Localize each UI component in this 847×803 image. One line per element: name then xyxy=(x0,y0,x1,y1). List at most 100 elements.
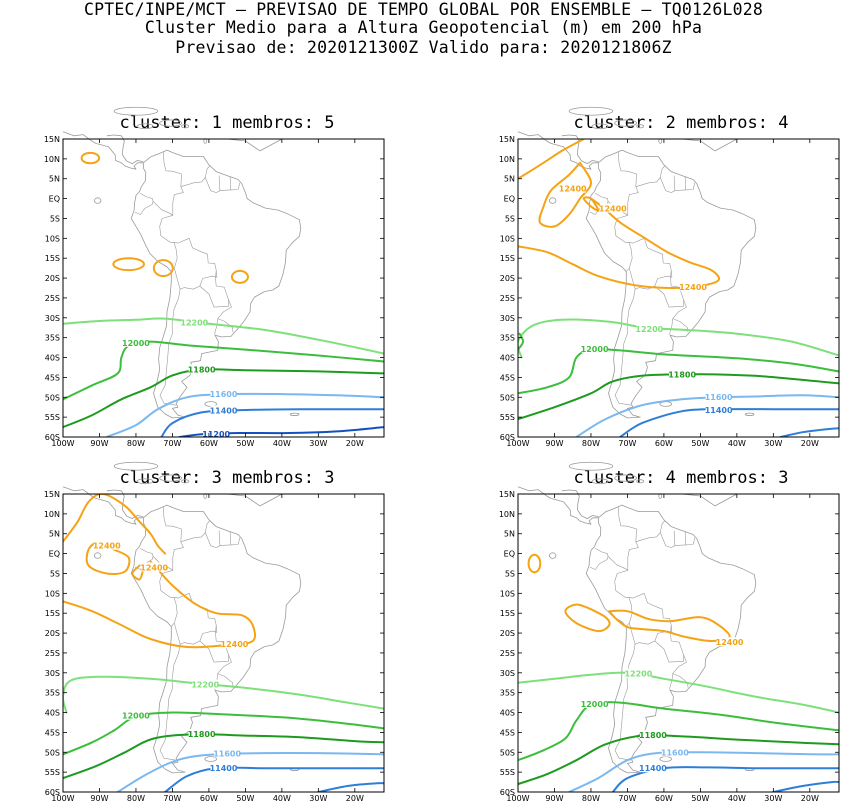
contour-label-bg xyxy=(192,679,219,689)
contour-12400 xyxy=(538,161,593,228)
contour-label-11600: 11600 xyxy=(661,749,689,758)
country-border xyxy=(229,531,232,545)
contour-label-12200: 12200 xyxy=(180,319,208,328)
island xyxy=(181,479,190,484)
contour-11200 xyxy=(178,426,384,437)
contour-label-12000: 12000 xyxy=(122,712,150,721)
country-border xyxy=(618,151,639,216)
lat-tick-label: 30S xyxy=(45,669,60,678)
lat-tick-label: 50S xyxy=(500,748,515,757)
lat-tick-label: 20S xyxy=(500,629,515,638)
contour-12400-closed xyxy=(112,257,145,272)
contour-12000 xyxy=(518,332,525,351)
island xyxy=(636,479,645,484)
map-frame xyxy=(517,138,840,438)
contour-11600 xyxy=(105,392,384,437)
contour-label-11200: 11200 xyxy=(202,430,230,439)
contour-12400 xyxy=(131,564,145,581)
country-border xyxy=(199,270,229,308)
lat-tick-label: 50S xyxy=(500,393,515,402)
country-border xyxy=(673,530,676,546)
contour-12400 xyxy=(582,196,600,212)
island xyxy=(113,106,159,116)
lon-tick-label: 20W xyxy=(801,439,819,448)
lat-tick-label: 15S xyxy=(500,254,515,263)
island xyxy=(614,119,637,127)
lat-tick-label: 55S xyxy=(45,413,60,422)
country-border xyxy=(217,673,234,688)
country-border xyxy=(205,177,241,193)
country-border xyxy=(218,175,221,191)
lat-tick-label: 45S xyxy=(45,373,60,382)
country-border xyxy=(163,151,184,216)
lon-tick-label: 30W xyxy=(764,439,782,448)
country-border xyxy=(684,176,687,190)
lon-tick-label: 80W xyxy=(127,439,145,448)
lat-tick-label: 5N xyxy=(49,175,60,184)
contour-label-bg xyxy=(680,282,707,292)
country-border xyxy=(218,530,221,546)
lon-tick-label: 80W xyxy=(582,439,600,448)
contour-label-12400: 12400 xyxy=(716,638,744,647)
country-border xyxy=(205,532,241,548)
lat-tick-label: 35S xyxy=(45,689,60,698)
contour-label-bg xyxy=(93,540,120,550)
contour-label-bg xyxy=(625,668,652,678)
panel-3-title: cluster: 3 membros: 3 xyxy=(119,468,335,488)
lat-tick-label: 15S xyxy=(500,609,515,618)
lat-tick-label: 15S xyxy=(45,609,60,618)
lat-tick-label: 25S xyxy=(45,649,60,658)
country-border xyxy=(180,165,210,187)
contour-11400 xyxy=(779,427,839,437)
lat-tick-label: 50S xyxy=(45,393,60,402)
contour-label-bg xyxy=(141,562,168,572)
contour-label-bg xyxy=(210,405,237,415)
contour-12200 xyxy=(63,675,384,714)
lat-tick-label: 10S xyxy=(500,234,515,243)
lon-tick-label: 20W xyxy=(346,794,364,803)
contour-label-bg xyxy=(705,404,732,414)
lat-tick-label: EQ xyxy=(49,550,60,559)
lat-tick-label: EQ xyxy=(504,550,515,559)
island xyxy=(744,412,755,416)
lat-tick-label: EQ xyxy=(504,195,515,204)
contour-label-bg xyxy=(203,428,230,437)
lon-tick-label: 100W xyxy=(51,439,74,448)
header-line-3: Previsao de: 2020121300Z Valido para: 20… xyxy=(175,38,672,57)
country-border xyxy=(173,238,218,290)
lon-tick-label: 100W xyxy=(51,794,74,803)
country-border xyxy=(628,593,673,645)
country-border xyxy=(173,593,218,645)
lat-tick-label: 35S xyxy=(500,689,515,698)
lat-tick-label: 15N xyxy=(499,490,515,499)
lat-tick-label: 20S xyxy=(45,629,60,638)
lon-tick-label: 30W xyxy=(309,439,327,448)
country-border xyxy=(229,176,232,190)
contour-label-bg xyxy=(181,317,208,327)
contour-label-bg xyxy=(221,639,248,649)
lon-tick-label: 30W xyxy=(764,794,782,803)
header-line-1: CPTEC/INPE/MCT – PREVISAO DE TEMPO GLOBA… xyxy=(84,0,763,19)
country-border xyxy=(589,548,609,570)
coastline-basemap xyxy=(62,461,302,774)
country-border xyxy=(672,673,689,688)
contour-label-bg xyxy=(210,389,237,399)
contour-12400-closed xyxy=(230,269,249,284)
contour-label-bg xyxy=(639,730,666,740)
central-america-coast xyxy=(517,486,599,525)
island xyxy=(159,119,182,127)
contour-label-bg xyxy=(122,337,149,347)
island xyxy=(289,412,300,416)
lon-tick-label: 70W xyxy=(618,439,636,448)
lon-tick-label: 30W xyxy=(309,794,327,803)
contour-label-12400: 12400 xyxy=(559,185,587,194)
lon-tick-label: 70W xyxy=(163,439,181,448)
lat-tick-label: 5S xyxy=(505,569,515,578)
country-border xyxy=(673,175,676,191)
lat-tick-label: 30S xyxy=(500,669,515,678)
central-america-coast xyxy=(517,131,599,170)
contour-label-11400: 11400 xyxy=(210,764,238,773)
lat-tick-label: 20S xyxy=(500,274,515,283)
contour-label-bg xyxy=(705,391,732,401)
lon-tick-label: 70W xyxy=(163,794,181,803)
